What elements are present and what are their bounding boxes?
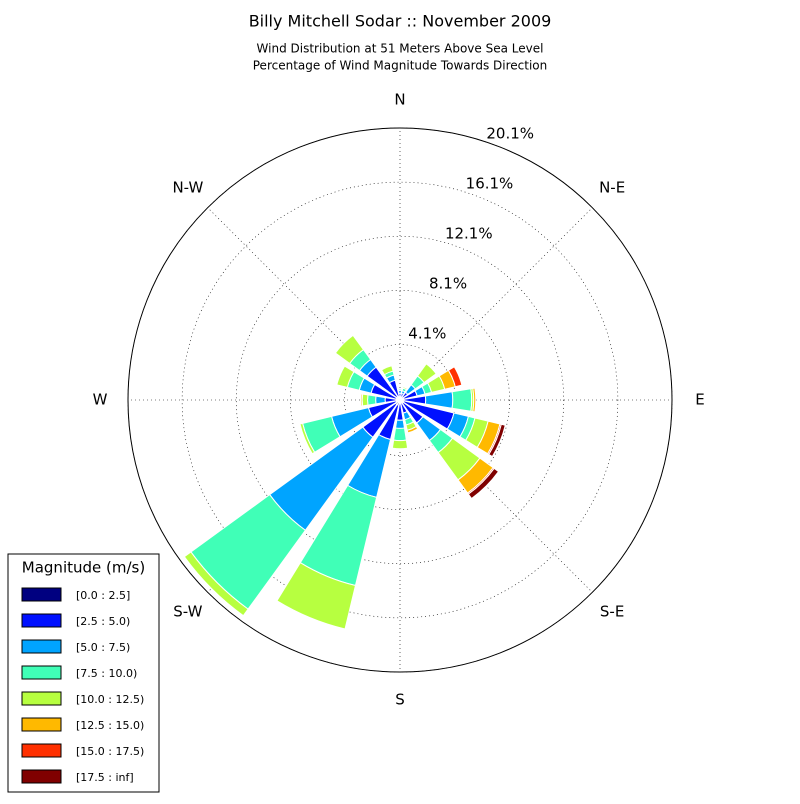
wind-segment [367,394,377,406]
plot-area: N N-E E S-E S S-W W N-W 4.1% 8.1% 12.1% 16.1% 20.1% [93,91,705,709]
legend-swatch [21,769,62,784]
legend-label: [2.5 : 5.0) [76,615,130,628]
wind-segment [416,363,437,384]
direction-label: E [695,391,704,409]
wind-segment [299,422,316,455]
wind-segment [334,334,365,365]
grid-spoke [207,207,401,401]
r-tick-label: 8.1% [429,274,467,292]
legend-swatch [21,665,62,680]
direction-label: S-W [173,603,202,621]
direction-label: W [93,391,108,409]
wind-segment [472,387,477,413]
r-tick-label: 20.1% [486,124,534,142]
r-tick-label: 12.1% [445,224,493,242]
wind-segment [361,393,369,407]
legend-label: [12.5 : 15.0) [76,719,144,732]
legend-label: [5.0 : 7.5) [76,641,130,654]
wind-segment [447,366,463,388]
wind-segment [451,388,473,412]
wind-segment [402,386,408,391]
direction-label: N-W [172,178,203,196]
grid-circle [127,127,673,673]
chart-title: Billy Mitchell Sodar :: November 2009 [249,12,552,31]
wind-segment [406,425,419,434]
legend-swatch [21,587,62,602]
direction-label: N-E [599,178,625,196]
legend-label: [17.5 : inf] [76,771,134,784]
legend-swatch [21,639,62,654]
legend-label: [15.0 : 17.5) [76,745,144,758]
wind-segment [380,365,394,376]
legend-swatch [21,613,62,628]
wind-segment [336,365,355,388]
direction-label: S-E [600,603,624,621]
wind-segment [276,562,357,630]
direction-label: N [394,91,405,109]
grid-circle [290,290,510,510]
wind-segment [183,551,249,617]
wind-segment [394,419,406,429]
legend: Magnitude (m/s) [0.0 : 2.5] [2.5 : 5.0) [5.… [7,553,160,793]
r-tick-label: 4.1% [408,324,446,342]
wind-segment [488,423,506,458]
chart-subtitle: Wind Distribution at 51 Meters Above Sea… [257,42,544,56]
wind-segment [391,439,409,450]
wind-segment [467,467,500,500]
grid-circle [235,235,565,565]
grid-spoke [399,207,593,401]
wind-segment [360,393,364,407]
legend-swatch [21,717,62,732]
legend-swatch [21,691,62,706]
wind-segment [393,427,407,442]
legend-title: Magnitude (m/s) [22,559,145,577]
r-tick-label: 16.1% [466,174,514,192]
legend-swatch [21,743,62,758]
chart-subtitle: Percentage of Wind Magnitude Towards Dir… [253,59,547,73]
legend-label: [7.5 : 10.0) [76,667,137,680]
grid-circle [181,181,619,619]
grid-spoke [399,399,593,593]
wind-segment [375,395,386,405]
direction-label: S [395,691,405,709]
legend-label: [10.0 : 12.5) [76,693,144,706]
legend-label: [0.0 : 2.5] [76,589,130,602]
wind-segment [397,388,403,392]
